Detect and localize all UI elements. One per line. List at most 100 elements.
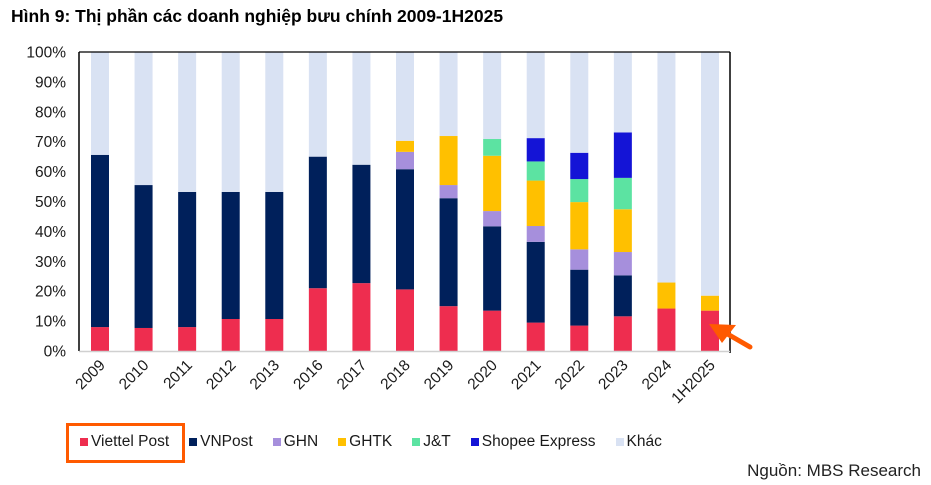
- bar-segment-vnpost-2017: [352, 164, 371, 284]
- bar-segment-vnpost-2009: [91, 154, 109, 328]
- stacked-bar-chart: 0%10%20%30%40%50%60%70%80%90%100% 2009 20…: [26, 45, 753, 408]
- bar-segment-vnpost-2016: [308, 156, 327, 289]
- bar-segment-viettel-post-2017: [352, 283, 371, 351]
- bar-segment-ghn-2018: [396, 151, 414, 170]
- x-tick-label: 2022: [552, 357, 588, 393]
- bar-segment-kh-c-2023: [613, 52, 632, 133]
- bar-segment-ghn-2023: [613, 252, 632, 276]
- bar-segment-kh-c-2009: [91, 52, 109, 155]
- legend-label: GHN: [283, 433, 319, 450]
- legend-item-ghtk: GHTK: [338, 433, 392, 451]
- legend-highlight-box: [66, 423, 185, 463]
- bar-segment-kh-c-2024: [657, 52, 676, 283]
- bar-segment-shopee-express-2023: [613, 132, 632, 178]
- y-tick-label: 100%: [26, 45, 66, 62]
- bar-segment-ghn-2019: [439, 185, 458, 199]
- bar-segment-vnpost-2012: [221, 191, 240, 320]
- bar-segment-ghtk-2023: [613, 209, 632, 253]
- bar-segment-viettel-post-2023: [613, 316, 632, 351]
- bar-segment-viettel-post-2018: [396, 289, 414, 351]
- legend-swatch: [80, 438, 88, 446]
- legend-item-kh-c: Khác: [615, 433, 662, 451]
- x-tick-label: 2021: [508, 357, 544, 393]
- bar-group-2017: [352, 52, 371, 351]
- bar-segment-kh-c-2016: [308, 52, 327, 157]
- x-tick-label: 2018: [377, 357, 413, 393]
- y-tick-label: 50%: [35, 194, 66, 211]
- x-tick-label: 2012: [203, 357, 239, 393]
- bar-group-2019: [439, 52, 458, 351]
- legend-swatch: [412, 438, 421, 446]
- bar-segment-viettel-post-2013: [265, 319, 284, 351]
- legend-item-shopee-express: Shopee Express: [470, 433, 596, 451]
- legend-item-vnpost: VNPost: [189, 433, 253, 451]
- bar-segment-viettel-post-2019: [439, 306, 458, 351]
- bar-segment-vnpost-2013: [265, 191, 284, 320]
- bar-segment-j-t-2023: [613, 177, 632, 210]
- legend-swatch: [470, 438, 479, 446]
- x-tick-label: 2019: [421, 357, 457, 393]
- bar-segment-kh-c-1H2025: [701, 52, 719, 296]
- bar-segment-viettel-post-2021: [526, 322, 545, 351]
- legend-label: Viettel Post: [91, 433, 170, 450]
- bar-segment-j-t-2021: [526, 161, 545, 181]
- legend-swatch: [272, 438, 281, 446]
- bar-segment-vnpost-2010: [134, 185, 153, 328]
- bar-group-2010: [134, 52, 153, 351]
- x-tick-label: 2016: [290, 357, 326, 393]
- bar-segment-vnpost-2019: [439, 198, 458, 307]
- bar-segment-kh-c-2010: [134, 52, 153, 186]
- y-tick-label: 90%: [35, 74, 66, 91]
- bar-segment-viettel-post-2012: [221, 319, 240, 351]
- bar-group-2023: [613, 52, 632, 351]
- bar-segment-vnpost-2021: [526, 241, 545, 323]
- y-tick-label: 80%: [35, 104, 66, 121]
- bar-segment-vnpost-2020: [483, 226, 502, 311]
- bar-group-2012: [221, 52, 240, 351]
- bar-segment-ghtk-2021: [526, 180, 545, 227]
- x-tick-label: 2010: [116, 357, 153, 394]
- bar-segment-viettel-post-1H2025: [701, 310, 719, 351]
- bar-segment-vnpost-2011: [178, 191, 197, 328]
- y-axis: 0% 10% 20% 30% 40% 50% 60% 70% 80% 90% 100%: [26, 45, 66, 361]
- y-tick-label: 0%: [44, 344, 67, 361]
- bar-group-2011: [178, 52, 197, 351]
- legend: Viettel Post VNPost GHN GHTK J&T Shopee Expre…: [80, 433, 682, 451]
- bar-segment-shopee-express-2022: [570, 152, 589, 180]
- bar-segment-j-t-2020: [483, 139, 502, 156]
- legend-label: VNPost: [200, 433, 253, 450]
- bar-segment-shopee-express-2021: [526, 138, 545, 162]
- bar-segment-viettel-post-2022: [570, 325, 589, 351]
- bar-segment-ghn-2021: [526, 226, 545, 242]
- x-axis: 2009 2010 2011 2012 2013 2016 2017 2018 2019 2020…: [72, 357, 718, 408]
- bar-segment-kh-c-2018: [396, 52, 414, 141]
- bar-segment-kh-c-2011: [178, 52, 197, 192]
- bar-segment-kh-c-2019: [439, 52, 458, 137]
- bar-segment-kh-c-2022: [570, 52, 589, 153]
- x-tick-label: 2017: [334, 357, 370, 393]
- bar-segment-ghtk-2019: [439, 136, 458, 186]
- legend-swatch: [189, 438, 198, 446]
- bar-group-2024: [657, 52, 676, 351]
- bar-segment-ghtk-1H2025: [701, 295, 719, 311]
- bar-segment-ghtk-2024: [657, 282, 676, 309]
- bar-segment-kh-c-2020: [483, 52, 502, 140]
- y-tick-label: 10%: [35, 314, 66, 331]
- legend-label: Shopee Express: [481, 433, 596, 450]
- legend-swatch: [615, 438, 624, 446]
- bar-segment-ghtk-2020: [483, 155, 502, 212]
- bar-segment-viettel-post-2010: [134, 327, 153, 351]
- bar-segment-kh-c-2017: [352, 52, 371, 165]
- source-note: Nguồn: MBS Research: [747, 461, 921, 480]
- bar-segment-ghn-2020: [483, 211, 502, 227]
- bar-segment-vnpost-2022: [570, 269, 589, 326]
- bar-segment-ghtk-2022: [570, 202, 589, 250]
- y-tick-label: 40%: [35, 224, 66, 241]
- legend-label: GHTK: [349, 433, 393, 450]
- x-tick-label: 2011: [160, 357, 196, 393]
- legend-item-viettel-post: Viettel Post: [80, 433, 169, 451]
- bar-segment-vnpost-2023: [613, 275, 632, 317]
- y-tick-label: 20%: [35, 284, 66, 301]
- bar-segment-viettel-post-2016: [308, 288, 327, 351]
- bar-segment-viettel-post-2009: [91, 327, 109, 351]
